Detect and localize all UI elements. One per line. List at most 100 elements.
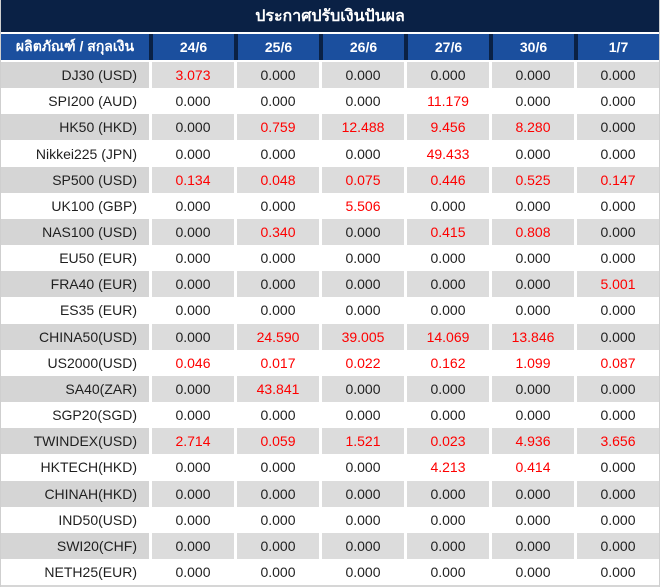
instrument-name: HKTECH(HKD) — [40, 459, 137, 476]
instrument-name: SPI200 (AUD) — [48, 93, 137, 110]
dividend-value: 0.000 — [149, 402, 234, 429]
dividend-value: 0.000 — [149, 271, 234, 298]
dividend-value: 0.000 — [489, 88, 574, 115]
table-row: Nikkei225 (JPN) 0.000 0.000 0.000 49.433 0.00… — [1, 140, 659, 167]
dividend-value: 0.000 — [149, 558, 234, 586]
table-row: UK100 (GBP) 0.000 0.000 5.506 0.000 0.000 0.00… — [1, 192, 659, 219]
instrument-name: SA40(ZAR) — [1, 375, 149, 403]
dividend-value: 43.841 — [234, 375, 319, 403]
dividend-value: 0.000 — [234, 480, 319, 507]
dividend-value: 0.162 — [404, 349, 489, 376]
dividend-value: 0.000 — [489, 480, 574, 507]
instrument-name: ES35 (EUR) — [59, 302, 137, 319]
table-row: IND50(USD) 0.000 0.000 0.000 0.000 0.000 0.000 — [1, 506, 659, 533]
dividend-value: 14.069 — [404, 323, 489, 350]
title-separator — [1, 32, 659, 34]
dividend-value: 0.000 — [574, 402, 659, 429]
column-header-date-3: 26/6 — [319, 34, 404, 60]
dividend-value: 0.059 — [234, 428, 319, 455]
dividend-value: 0.340 — [234, 218, 319, 246]
dividend-value: 0.000 — [234, 88, 319, 115]
dividend-value: 0.000 — [574, 532, 659, 559]
dividend-value: 0.000 — [319, 245, 404, 272]
dividend-value: 1.099 — [489, 349, 574, 376]
table-row: EU50 (EUR) 0.000 0.000 0.000 0.000 0.000 0.000 — [1, 245, 659, 272]
dividend-value: 0.000 — [319, 88, 404, 115]
dividend-value: 0.000 — [149, 114, 234, 141]
dividend-value: 0.000 — [404, 192, 489, 219]
dividend-value: 0.000 — [319, 297, 404, 324]
table-row: ES35 (EUR) 0.000 0.000 0.000 0.000 0.000 0.000 — [1, 297, 659, 324]
dividend-value: 0.000 — [574, 375, 659, 403]
instrument-name: SGP20(SGD) — [52, 407, 137, 424]
dividend-value: 0.000 — [234, 532, 319, 559]
dividend-value: 0.000 — [319, 402, 404, 429]
dividend-value: 5.506 — [319, 192, 404, 219]
dividend-value: 0.000 — [574, 454, 659, 481]
dividend-value: 3.073 — [149, 62, 234, 89]
dividend-value: 0.000 — [489, 558, 574, 586]
column-header-date-1: 24/6 — [149, 34, 234, 60]
dividend-value: 0.000 — [574, 114, 659, 141]
dividend-value: 1.521 — [319, 428, 404, 455]
dividend-value: 0.000 — [489, 140, 574, 167]
dividend-value: 0.000 — [574, 218, 659, 246]
dividend-value: 0.000 — [319, 506, 404, 533]
dividend-value: 0.048 — [234, 166, 319, 193]
dividend-value: 0.808 — [489, 218, 574, 246]
table-body: DJ30 (USD) 3.073 0.000 0.000 0.000 0.000 0.000… — [1, 62, 659, 587]
instrument-name: HK50 (HKD) — [1, 114, 149, 141]
table-row: TWINDEX(USD) 2.714 0.059 1.521 0.023 4.936 3.6… — [1, 428, 659, 455]
dividend-value: 0.000 — [319, 558, 404, 586]
dividend-value: 0.023 — [404, 428, 489, 455]
dividend-value: 0.000 — [149, 506, 234, 533]
dividend-value: 0.000 — [574, 88, 659, 115]
dividend-value: 0.000 — [574, 558, 659, 586]
table-row: HK50 (HKD) 0.000 0.759 12.488 9.456 8.280 0.00… — [1, 114, 659, 141]
dividend-value: 0.000 — [489, 506, 574, 533]
dividend-value: 39.005 — [319, 323, 404, 350]
dividend-value: 0.000 — [404, 297, 489, 324]
table-row: NAS100 (USD) 0.000 0.340 0.000 0.415 0.808 0.0… — [1, 218, 659, 246]
dividend-value: 0.000 — [404, 271, 489, 298]
column-header-date-6: 1/7 — [574, 34, 659, 60]
dividend-value: 5.001 — [574, 271, 659, 298]
instrument-name: SWI20(CHF) — [1, 532, 149, 559]
dividend-value: 0.000 — [319, 62, 404, 89]
column-header-date-4: 27/6 — [404, 34, 489, 60]
dividend-value: 0.000 — [489, 297, 574, 324]
dividend-value: 0.134 — [149, 166, 234, 193]
dividend-value: 9.456 — [404, 114, 489, 141]
dividend-value: 0.414 — [489, 454, 574, 481]
dividend-value: 0.000 — [149, 375, 234, 403]
dividend-value: 0.000 — [149, 532, 234, 559]
dividend-value: 0.000 — [149, 323, 234, 350]
dividend-value: 0.147 — [574, 166, 659, 193]
instrument-name: FRA40 (EUR) — [1, 271, 149, 298]
dividend-value: 49.433 — [404, 140, 489, 167]
dividend-value: 0.000 — [404, 506, 489, 533]
dividend-value: 0.000 — [489, 402, 574, 429]
instrument-name: TWINDEX(USD) — [1, 428, 149, 455]
table-row: CHINA50(USD) 0.000 24.590 39.005 14.069 13.84… — [1, 323, 659, 350]
dividend-value: 0.000 — [489, 532, 574, 559]
dividend-value: 0.000 — [404, 402, 489, 429]
dividend-value: 0.075 — [319, 166, 404, 193]
dividend-value: 0.000 — [574, 323, 659, 350]
table-row: HKTECH(HKD) 0.000 0.000 0.000 4.213 0.414 0.00… — [1, 454, 659, 481]
dividend-value: 0.000 — [574, 297, 659, 324]
instrument-name: DJ30 (USD) — [1, 62, 149, 89]
dividend-value: 0.000 — [234, 558, 319, 586]
dividend-value: 0.000 — [574, 245, 659, 272]
table-row: SWI20(CHF) 0.000 0.000 0.000 0.000 0.000 0.000 — [1, 532, 659, 559]
table-row: DJ30 (USD) 3.073 0.000 0.000 0.000 0.000 0.000 — [1, 62, 659, 89]
dividend-value: 0.000 — [234, 140, 319, 167]
dividend-value: 0.000 — [574, 480, 659, 507]
dividend-value: 0.000 — [149, 218, 234, 246]
dividend-value: 0.000 — [319, 532, 404, 559]
dividend-value: 2.714 — [149, 428, 234, 455]
dividend-value: 0.000 — [489, 271, 574, 298]
dividend-value: 0.000 — [319, 454, 404, 481]
instrument-name: SP500 (USD) — [1, 166, 149, 193]
dividend-value: 0.017 — [234, 349, 319, 376]
